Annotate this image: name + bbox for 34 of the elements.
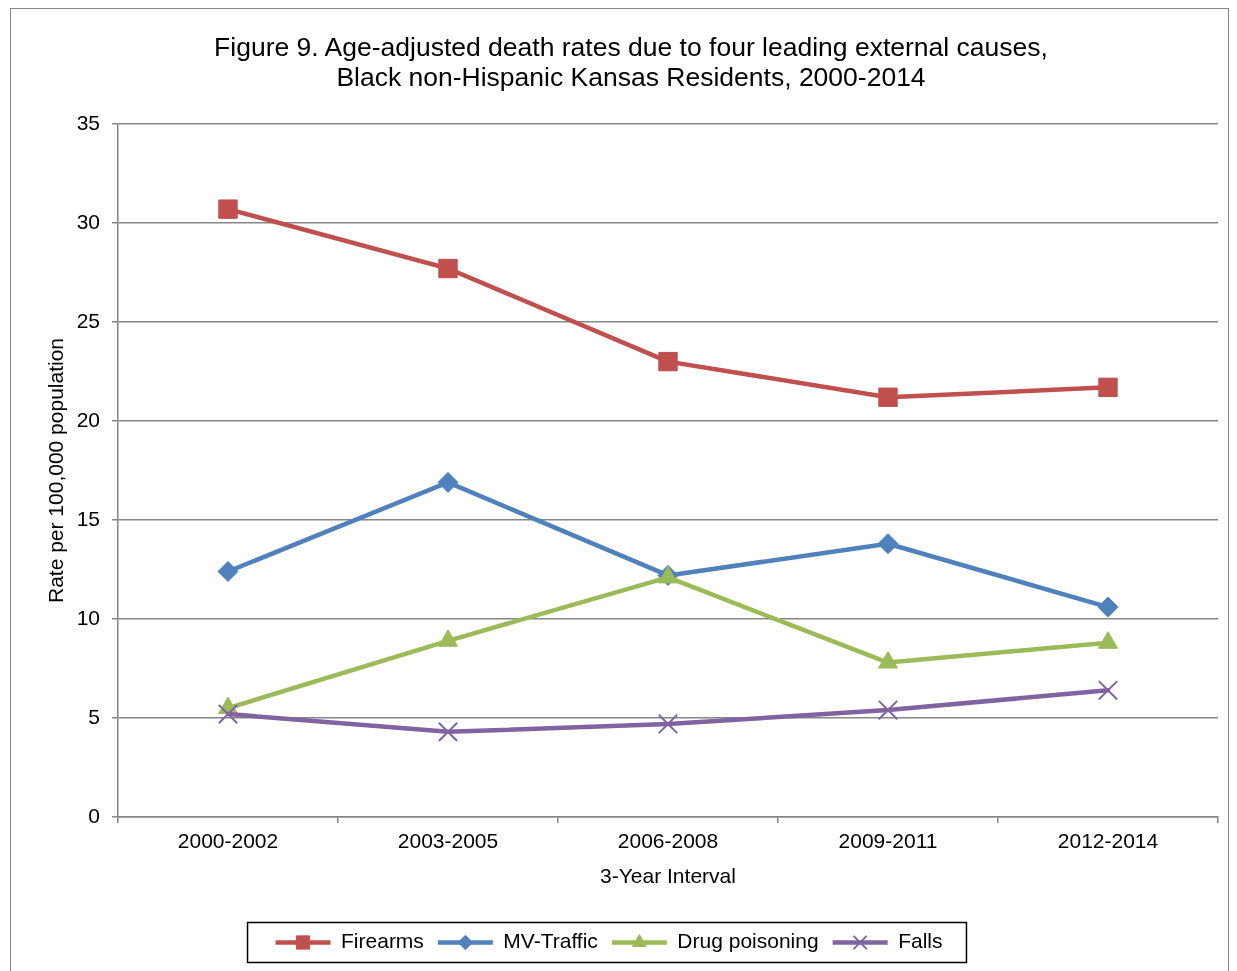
x-tick-label: 2006-2008	[617, 829, 719, 853]
x-tick-label: 2009-2011	[838, 829, 938, 853]
point	[877, 533, 899, 555]
y-tick-label: 0	[88, 803, 100, 827]
y-tick-label: 5	[88, 704, 100, 728]
point	[218, 199, 238, 219]
y-tick-label: 25	[76, 308, 100, 332]
point	[1097, 680, 1119, 701]
x-tick-label: 2003-2005	[397, 829, 499, 853]
legend-label: Drug poisoning	[677, 929, 819, 953]
chart-title: Figure 9. Age-adjusted death rates due to four leading external causes, Black non-Hispanic Kansas Residents, 2000-2014	[213, 32, 1049, 92]
point	[217, 560, 239, 582]
legend-label: Falls	[898, 929, 943, 953]
y-axis-title: Rate per 100,000 population	[44, 337, 68, 604]
legend-label: MV-Traffic	[503, 929, 598, 953]
x-tick-label: 2000-2002	[177, 829, 279, 853]
legend-label: Firearms	[341, 929, 424, 953]
y-tick-label: 20	[76, 407, 100, 431]
point	[437, 471, 459, 493]
point	[657, 713, 679, 735]
point	[877, 699, 899, 721]
x-tick-label: 2012-2014	[1057, 829, 1159, 853]
point	[1098, 377, 1118, 398]
point	[217, 703, 239, 725]
point	[658, 351, 678, 372]
y-tick-label: 30	[76, 209, 100, 233]
point	[1097, 596, 1119, 618]
y-tick-label: 15	[76, 506, 100, 530]
y-tick-label: 10	[76, 605, 100, 629]
point	[438, 258, 458, 279]
point	[878, 387, 898, 407]
point	[437, 721, 459, 743]
x-axis-title: 3-Year Interval	[600, 864, 736, 888]
y-tick-label: 35	[76, 110, 100, 134]
